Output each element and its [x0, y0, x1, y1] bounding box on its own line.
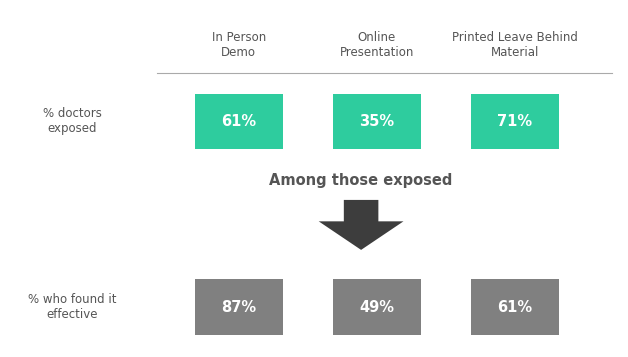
Text: 61%: 61%: [221, 114, 256, 129]
FancyBboxPatch shape: [333, 279, 421, 335]
Text: 35%: 35%: [359, 114, 394, 129]
Text: 49%: 49%: [359, 300, 394, 315]
Text: Online
Presentation: Online Presentation: [340, 31, 414, 59]
FancyBboxPatch shape: [195, 279, 283, 335]
Text: Printed Leave Behind
Material: Printed Leave Behind Material: [452, 31, 578, 59]
Polygon shape: [318, 200, 403, 250]
Text: In Person
Demo: In Person Demo: [212, 31, 266, 59]
Text: 61%: 61%: [497, 300, 533, 315]
Text: % who found it
effective: % who found it effective: [28, 293, 116, 321]
FancyBboxPatch shape: [195, 94, 283, 149]
Text: % doctors
exposed: % doctors exposed: [43, 107, 102, 135]
FancyBboxPatch shape: [333, 94, 421, 149]
Text: 87%: 87%: [221, 300, 256, 315]
Text: Among those exposed: Among those exposed: [269, 173, 453, 188]
Text: 71%: 71%: [497, 114, 533, 129]
FancyBboxPatch shape: [471, 94, 559, 149]
FancyBboxPatch shape: [471, 279, 559, 335]
